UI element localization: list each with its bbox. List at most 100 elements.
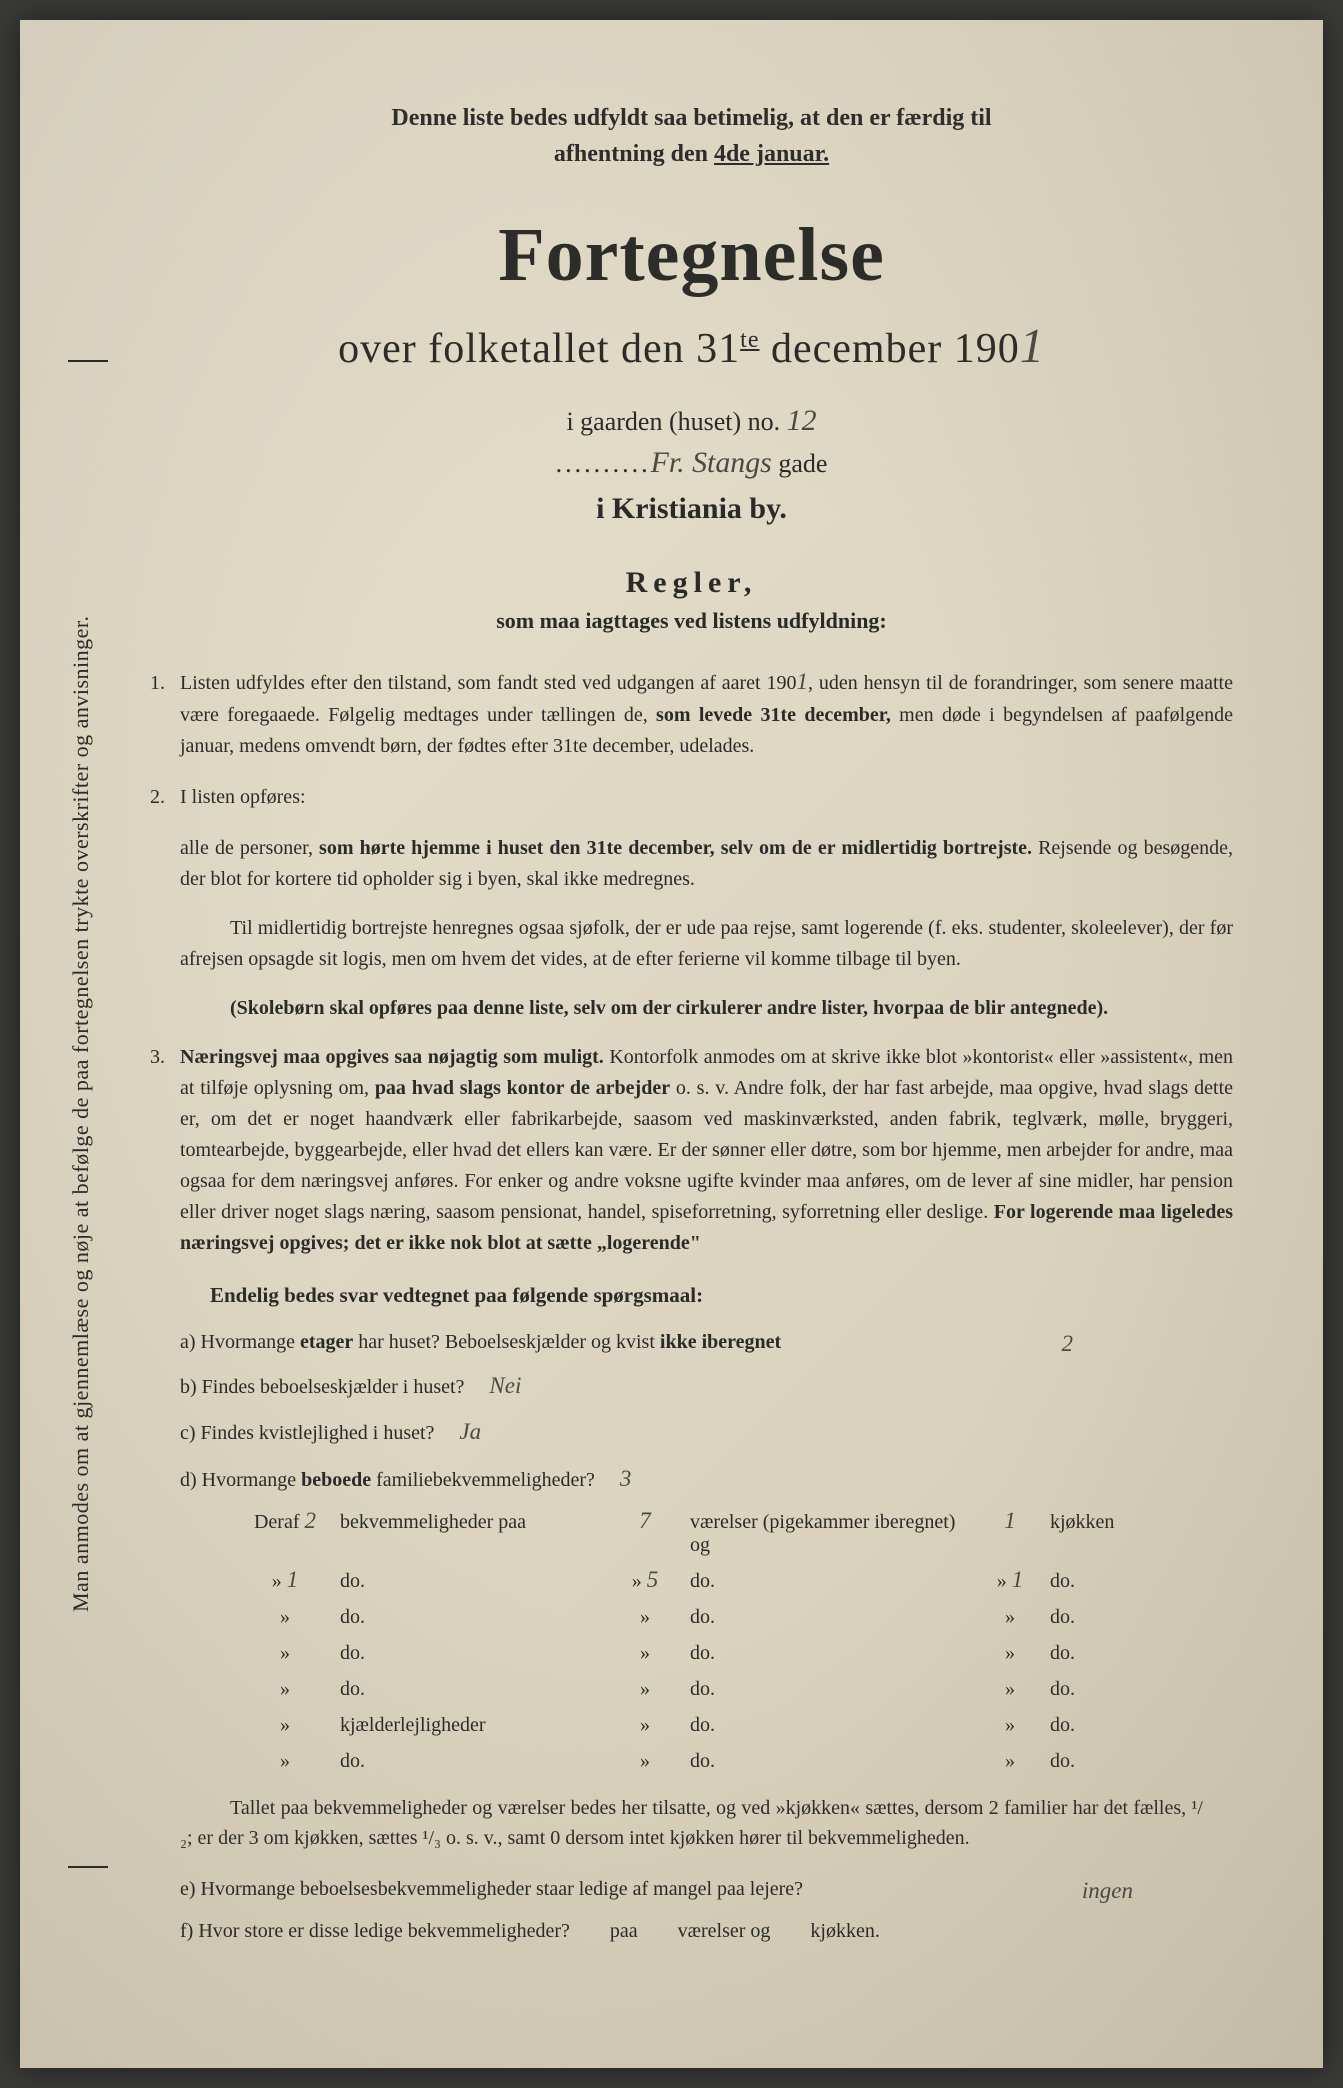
q-f-mid: paa bbox=[610, 1915, 638, 1947]
rule-1: 1.Listen udfyldes efter den tilstand, so… bbox=[150, 664, 1233, 762]
top-note-date: 4de januar. bbox=[714, 141, 829, 167]
rule-3-bold-b: paa hvad slags kontor de arbejder bbox=[375, 1077, 670, 1099]
q-c-text: Findes kvistlejlighed i huset? bbox=[201, 1422, 435, 1444]
street-line: ..........Fr. Stangs gade bbox=[150, 446, 1233, 480]
rules-subtitle: som maa iagttages ved listens udfyldning… bbox=[150, 608, 1233, 634]
bekv-c4: do. bbox=[690, 1714, 970, 1737]
q-f-mid2: værelser og bbox=[678, 1915, 771, 1947]
q-e-answer: ingen bbox=[1082, 1873, 1133, 1910]
subtitle: over folketallet den 31te december 1901 bbox=[150, 319, 1233, 374]
street-dots: .......... bbox=[556, 449, 651, 478]
q-d-text2: familiebekvemmeligheder? bbox=[371, 1469, 595, 1491]
bekv-c1: » bbox=[230, 1603, 340, 1629]
bekv-c6: do. bbox=[1050, 1570, 1233, 1593]
street-suffix: gade bbox=[772, 449, 828, 478]
bekv-row: » kjælderlejligheder» do.» do. bbox=[230, 1711, 1233, 1737]
rule-3-bold-a: Næringsvej maa opgives saa nøjagtig som … bbox=[180, 1046, 604, 1068]
bekv-c6: do. bbox=[1050, 1750, 1233, 1773]
subtitle-suffix: december 190 bbox=[759, 326, 1019, 372]
rule-3-num: 3. bbox=[150, 1042, 180, 1073]
rule-3: 3.Næringsvej maa opgives saa nøjagtig so… bbox=[150, 1042, 1233, 1259]
bekv-c5: » bbox=[970, 1639, 1050, 1665]
bekv-c3: » bbox=[600, 1603, 690, 1629]
question-f: f) Hvor store er disse ledige bekvemmeli… bbox=[180, 1915, 1233, 1947]
question-b: b) Findes beboelseskjælder i huset? Nei bbox=[180, 1368, 1233, 1405]
rule-2-p1-bold: som hørte hjemme i huset den 31te decemb… bbox=[319, 837, 1032, 859]
question-c: c) Findes kvistlejlighed i huset? Ja bbox=[180, 1414, 1233, 1451]
q-a-answer: 2 bbox=[1062, 1326, 1074, 1363]
q-d-label: d) bbox=[180, 1469, 197, 1491]
rule-2-p1-a: alle de personer, bbox=[180, 837, 319, 859]
bekv-header: Deraf 2 bekvemmeligheder paa 7 værelser … bbox=[230, 1508, 1233, 1557]
city-line: i Kristiania by. bbox=[150, 492, 1233, 526]
q-d-answer: 3 bbox=[620, 1466, 632, 1491]
bekv-c2: do. bbox=[340, 1678, 600, 1701]
bekv-c1: » 1 bbox=[230, 1567, 340, 1593]
bekv-c5: » bbox=[970, 1711, 1050, 1737]
bekv-c6: do. bbox=[1050, 1714, 1233, 1737]
bekv-c1: » bbox=[230, 1747, 340, 1773]
q-a-label: a) bbox=[180, 1331, 196, 1353]
bekv-c4: do. bbox=[690, 1642, 970, 1665]
bekv-c2: do. bbox=[340, 1750, 600, 1773]
document-page: Man anmodes om at gjennemlæse og nøje at… bbox=[20, 20, 1323, 2068]
bekv-c5: » bbox=[970, 1747, 1050, 1773]
rule-2-para1: alle de personer, som hørte hjemme i hus… bbox=[150, 833, 1233, 895]
rule-1-text-a: Listen udfyldes efter den tilstand, som … bbox=[180, 672, 797, 694]
question-d: d) Hvormange beboede familiebekvemmeligh… bbox=[180, 1461, 1233, 1498]
bekv-h-count: 2 bbox=[305, 1508, 317, 1533]
bekv-row: » do.» do.» do. bbox=[230, 1675, 1233, 1701]
subtitle-sup: te bbox=[740, 327, 759, 353]
year-handwritten: 1 bbox=[1020, 320, 1045, 373]
subtitle-prefix: over folketallet den 31 bbox=[338, 326, 740, 372]
rules-title: Regler, bbox=[150, 566, 1233, 600]
q-e-label: e) bbox=[180, 1878, 196, 1900]
bekv-h-suffix: værelser (pigekammer iberegnet) og bbox=[690, 1511, 970, 1557]
bekv-row: » 1do.» 5do.» 1do. bbox=[230, 1567, 1233, 1593]
q-a-text: Hvormange bbox=[201, 1331, 300, 1353]
bekv-c2: do. bbox=[340, 1642, 600, 1665]
q-d-bold: beboede bbox=[301, 1469, 371, 1491]
question-a: a) Hvormange etager har huset? Beboelses… bbox=[180, 1326, 1233, 1358]
bekv-c5: » bbox=[970, 1675, 1050, 1701]
house-number: 12 bbox=[787, 404, 817, 437]
bekv-rows: » 1do.» 5do.» 1do.» do.» do.» do.» do.» … bbox=[150, 1567, 1233, 1773]
bekv-c1: » bbox=[230, 1639, 340, 1665]
q-f-end: kjøkken. bbox=[810, 1915, 879, 1947]
margin-vertical-note: Man anmodes om at gjennemlæse og nøje at… bbox=[68, 360, 108, 1868]
bekv-c3: » bbox=[600, 1639, 690, 1665]
rule-2-intro: I listen opføres: bbox=[180, 786, 306, 808]
q-b-text: Findes beboelseskjælder i huset? bbox=[202, 1376, 465, 1398]
bekv-c3: » 5 bbox=[600, 1567, 690, 1593]
q-e-text: Hvormange beboelsesbekvemmeligheder staa… bbox=[201, 1878, 804, 1900]
bekv-c4: do. bbox=[690, 1606, 970, 1629]
q-a-bold: etager bbox=[300, 1331, 353, 1353]
rule-2-p3-bold: (Skolebørn skal opføres paa denne liste,… bbox=[230, 997, 1108, 1019]
street-name: Fr. Stangs bbox=[651, 446, 772, 479]
house-line: i gaarden (huset) no. 12 bbox=[150, 404, 1233, 438]
rule-1-bold: som levede 31te december, bbox=[656, 704, 891, 726]
footer-paragraph: Tallet paa bekvemmeligheder og værelser … bbox=[180, 1793, 1203, 1853]
bekv-h-rooms: 7 bbox=[600, 1508, 690, 1534]
q-f-text: Hvor store er disse ledige bekvemmelighe… bbox=[198, 1920, 570, 1942]
top-note-line2-prefix: afhentning den bbox=[554, 141, 714, 167]
rule-1-year: 1 bbox=[797, 669, 809, 694]
bekv-h-end: kjøkken bbox=[1050, 1511, 1233, 1534]
q-a-text2: har huset? Beboelseskjælder og kvist bbox=[353, 1331, 660, 1353]
top-note-line1: Denne liste bedes udfyldt saa betimelig,… bbox=[391, 105, 991, 131]
bekv-c5: » 1 bbox=[970, 1567, 1050, 1593]
q-d-text: Hvormange bbox=[202, 1469, 301, 1491]
bekv-c2: do. bbox=[340, 1606, 600, 1629]
bekv-c3: » bbox=[600, 1675, 690, 1701]
bekv-c1: » bbox=[230, 1675, 340, 1701]
q-f-label: f) bbox=[180, 1920, 193, 1942]
top-instruction: Denne liste bedes udfyldt saa betimelig,… bbox=[210, 100, 1173, 172]
questions-title: Endelig bedes svar vedtegnet paa følgend… bbox=[210, 1283, 1233, 1308]
house-label: i gaarden (huset) no. bbox=[566, 407, 786, 436]
bekv-c2: do. bbox=[340, 1570, 600, 1593]
bekv-c2: kjælderlejligheder bbox=[340, 1714, 600, 1737]
q-a-bold2: ikke iberegnet bbox=[660, 1331, 781, 1353]
q-b-label: b) bbox=[180, 1376, 197, 1398]
q-c-label: c) bbox=[180, 1422, 196, 1444]
bekv-row: » do.» do.» do. bbox=[230, 1639, 1233, 1665]
